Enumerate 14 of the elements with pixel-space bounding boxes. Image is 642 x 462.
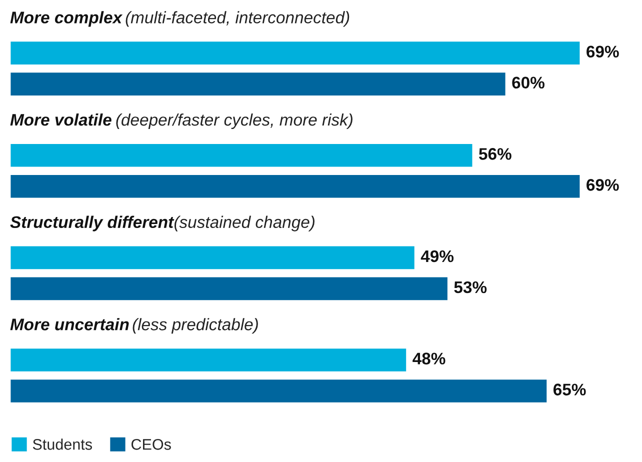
- data-label: 53%: [454, 281, 487, 294]
- legend-label: Students: [32, 438, 92, 450]
- legend-label: CEOs: [132, 438, 171, 450]
- y-tick-label: Structurally different(sustained change): [10, 216, 314, 232]
- y-tick-label: More uncertain (less predictable): [10, 318, 258, 334]
- data-label: 65%: [553, 384, 586, 396]
- data-label: 49%: [420, 250, 454, 262]
- data-label: 56%: [479, 148, 512, 160]
- data-label: 69%: [586, 179, 619, 191]
- y-tick-label: More complex (multi-faceted, interconnected): [10, 11, 350, 27]
- data-label: 60%: [512, 76, 544, 89]
- y-tick-label: More volatile (deeper/faster cycles, more risk): [10, 113, 352, 130]
- data-label: 48%: [412, 352, 446, 364]
- data-label: 69%: [586, 46, 619, 58]
